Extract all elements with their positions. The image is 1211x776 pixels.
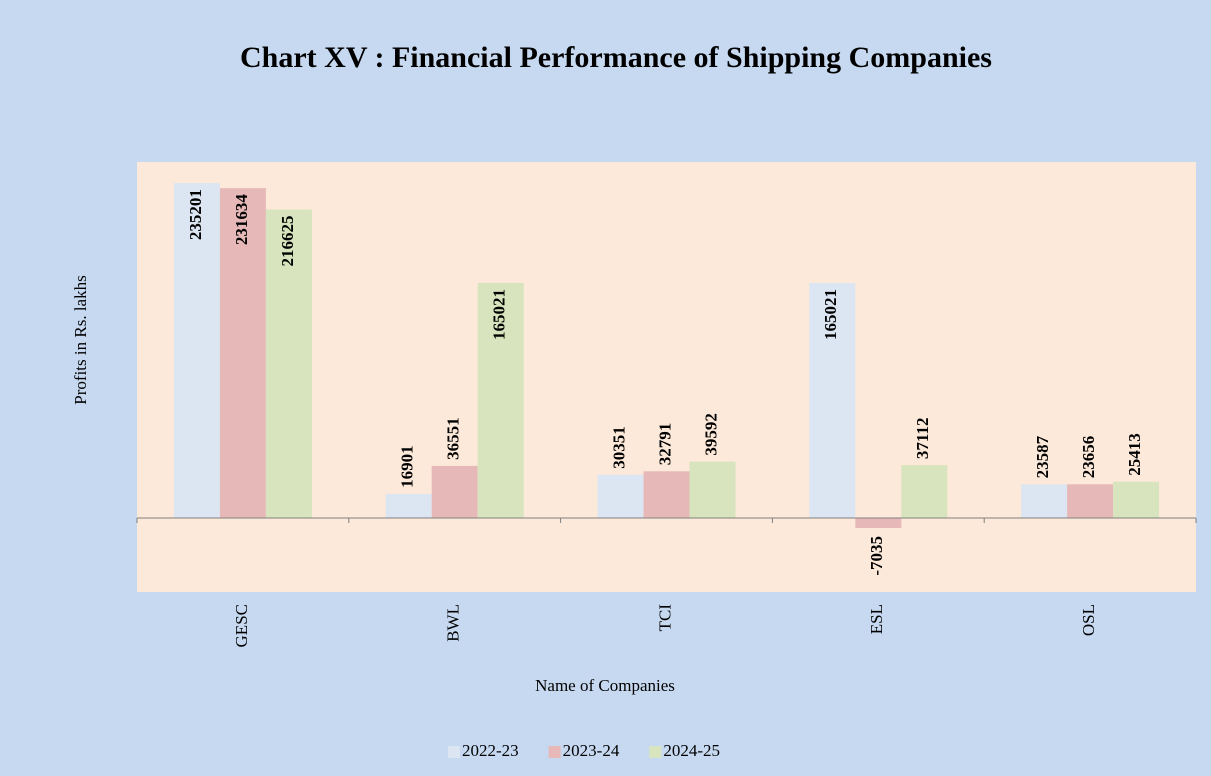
bar bbox=[689, 461, 736, 518]
bar bbox=[219, 188, 266, 518]
bar bbox=[855, 517, 902, 528]
bar bbox=[1021, 484, 1068, 518]
bar bbox=[1113, 481, 1160, 518]
data-label: 30351 bbox=[609, 426, 628, 469]
x-tick-label: GESC bbox=[232, 604, 251, 647]
data-label: 231634 bbox=[232, 194, 251, 246]
data-label: 39592 bbox=[701, 413, 720, 456]
bar bbox=[597, 474, 644, 518]
bar bbox=[809, 282, 856, 518]
data-label: 23656 bbox=[1079, 436, 1098, 479]
x-tick-label: TCI bbox=[655, 604, 674, 632]
data-label: 216625 bbox=[278, 216, 297, 267]
plot-area bbox=[137, 162, 1196, 592]
legend-swatch bbox=[548, 746, 561, 758]
legend-label: 2022-23 bbox=[462, 741, 519, 760]
bar bbox=[173, 183, 220, 518]
x-axis-title: Name of Companies bbox=[535, 676, 675, 695]
chart-title: Chart XV : Financial Performance of Ship… bbox=[240, 41, 992, 74]
legend-swatch bbox=[448, 746, 460, 758]
legend-label: 2023-24 bbox=[563, 741, 620, 760]
bar bbox=[477, 282, 524, 518]
data-label: 16901 bbox=[398, 445, 417, 488]
bar bbox=[643, 471, 690, 518]
data-label: 32791 bbox=[655, 423, 674, 466]
data-label: 37112 bbox=[913, 418, 932, 460]
bar bbox=[901, 465, 948, 518]
bar bbox=[431, 465, 478, 518]
legend-swatch bbox=[649, 746, 662, 758]
data-label: 165021 bbox=[821, 289, 840, 340]
x-tick-label: BWL bbox=[444, 604, 463, 642]
data-label: 235201 bbox=[186, 189, 205, 240]
bar bbox=[385, 493, 432, 518]
data-label: 165021 bbox=[490, 289, 509, 340]
legend-label: 2024-25 bbox=[663, 741, 720, 760]
y-axis-title: Profits in Rs. lakhs bbox=[71, 275, 90, 404]
data-label: 25413 bbox=[1125, 433, 1144, 476]
data-label: -7035 bbox=[867, 536, 886, 576]
data-label: 36551 bbox=[444, 417, 463, 460]
bar bbox=[265, 209, 312, 518]
data-label: 23587 bbox=[1033, 435, 1052, 478]
bar bbox=[1067, 484, 1114, 518]
x-tick-label: OSL bbox=[1079, 604, 1098, 636]
x-tick-label: ESL bbox=[867, 604, 886, 634]
